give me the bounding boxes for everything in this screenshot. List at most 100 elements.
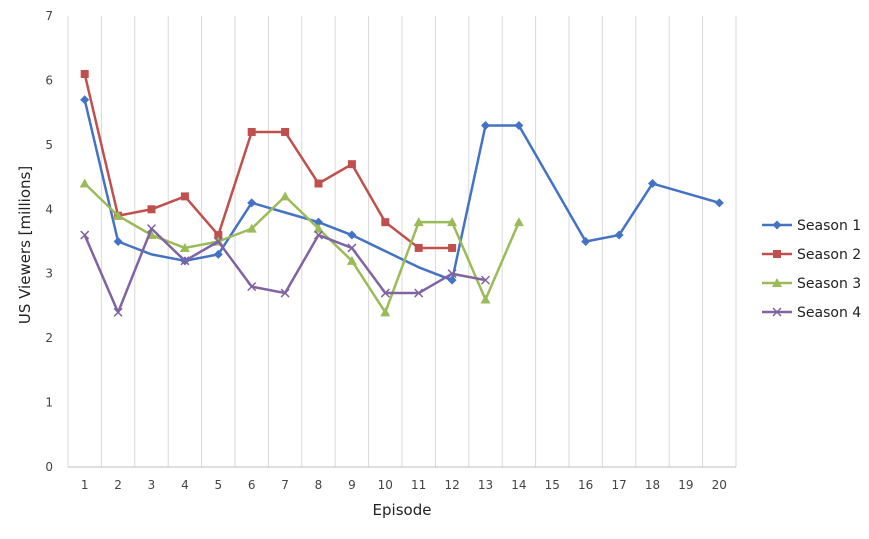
data-point [314,179,323,188]
data-point [80,230,90,240]
legend-item: Season 4 [762,305,861,321]
data-point [514,121,524,131]
data-point [346,255,357,265]
legend-label: Season 2 [797,247,861,263]
x-tick-label: 16 [578,478,593,492]
y-tick-label: 2 [45,331,53,345]
series-season-2 [80,69,457,252]
x-tick-label: 18 [645,478,660,492]
legend-item: Season 3 [762,276,861,292]
legend-marker [772,278,782,287]
x-tick-label: 11 [411,478,426,492]
data-point [447,217,458,227]
x-tick-label: 7 [281,478,289,492]
data-point [180,256,190,266]
data-point [447,269,457,279]
data-point [80,95,90,105]
x-tick-label: 20 [712,478,727,492]
data-point [180,192,189,201]
data-point [314,217,323,227]
data-point [480,275,491,285]
x-tick-label: 10 [378,478,393,492]
data-point [347,230,357,240]
data-point [714,198,724,208]
data-point [414,243,423,252]
x-tick-label: 15 [545,478,560,492]
data-point [247,127,256,136]
data-point [414,288,424,298]
legend-label: Season 4 [797,305,861,321]
x-tick-label: 4 [181,478,189,492]
y-tick-label: 7 [45,9,53,23]
x-tick-label: 2 [114,478,122,492]
data-point [80,69,89,78]
data-point [481,121,490,131]
x-tick-label: 12 [444,478,459,492]
y-tick-label: 5 [45,138,53,152]
data-point [146,224,157,234]
legend-item: Season 2 [762,247,861,263]
series-line [83,182,521,314]
y-tick-label: 1 [45,396,53,410]
data-point [281,127,290,136]
x-tick-label: 3 [148,478,156,492]
data-point [213,236,223,247]
data-point [79,178,90,188]
legend-marker [772,220,782,230]
legend-label: Season 3 [797,276,861,292]
x-axis-title: Episode [373,501,432,519]
data-point [247,282,257,292]
legend-label: Season 1 [797,218,861,234]
x-tick-label: 17 [611,478,626,492]
y-axis-title: US Viewers [millions] [16,166,34,324]
x-tick-label: 6 [248,478,256,492]
data-point [347,243,357,253]
x-tick-label: 1 [81,478,89,492]
y-tick-label: 6 [45,73,53,87]
x-tick-label: 13 [478,478,493,492]
data-point [648,179,657,189]
legend-marker [772,307,782,317]
data-point [147,205,156,214]
data-point [247,198,257,208]
data-point [480,294,491,304]
data-point [179,242,190,252]
legend-marker [773,250,781,258]
data-point [347,160,356,169]
data-point [380,288,390,298]
series-season-1 [80,95,724,285]
data-point [213,249,223,259]
data-point [381,218,390,227]
data-point [413,217,424,227]
data-point [280,288,290,298]
data-point [313,230,324,240]
data-point [246,223,257,233]
y-tick-label: 0 [45,460,53,474]
y-tick-label: 3 [45,267,53,281]
x-tick-label: 5 [214,478,222,492]
series-line [83,73,453,250]
data-point [214,231,223,240]
series-line [83,99,720,282]
data-point [280,191,291,201]
y-tick-label: 4 [45,202,53,216]
legend: Season 1 Season 2 Season 3 Season 4 [762,218,861,321]
data-point [380,307,391,317]
gridlines [67,16,737,467]
series-lines [79,69,724,317]
data-point [113,237,123,246]
data-point [581,237,591,246]
x-tick-label: 14 [511,478,526,492]
data-point [113,307,123,317]
data-point [448,243,457,252]
series-season-4 [80,224,491,317]
data-point [513,217,524,227]
data-point [113,210,124,220]
data-point [614,230,624,240]
x-tick-label: 8 [315,478,323,492]
legend-item: Season 1 [762,218,861,234]
data-point [313,223,324,233]
x-tick-label: 9 [348,478,356,492]
